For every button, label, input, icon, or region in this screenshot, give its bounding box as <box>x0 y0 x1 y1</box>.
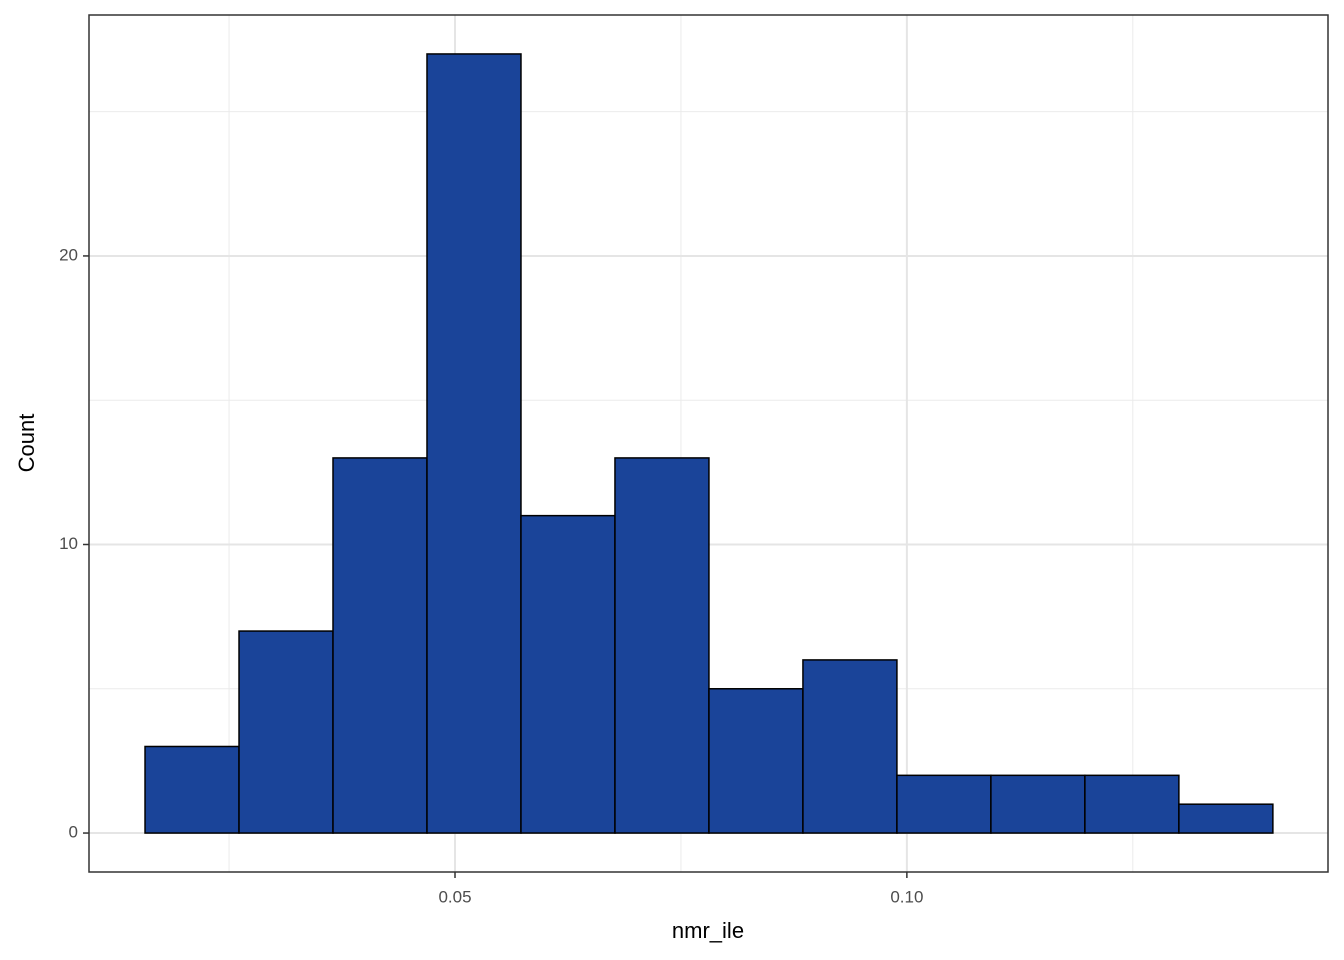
bar <box>520 514 616 834</box>
y-tick-label: 20 <box>59 245 78 264</box>
bar <box>896 774 992 834</box>
x-tick-label: 0.10 <box>890 887 923 906</box>
bar <box>1084 774 1180 834</box>
bar <box>426 53 522 834</box>
panel-border <box>88 14 1329 873</box>
y-axis-title: Count <box>14 414 39 473</box>
bar <box>990 774 1086 834</box>
x-axis-title: nmr_ile <box>672 918 744 943</box>
y-tick-label: 10 <box>59 534 78 553</box>
y-tick-label: 0 <box>69 823 78 842</box>
x-tick-label: 0.05 <box>438 887 471 906</box>
bar <box>238 630 334 834</box>
bar <box>614 457 710 834</box>
bar <box>708 688 804 834</box>
bar <box>1178 803 1274 834</box>
bar <box>332 457 428 834</box>
bar <box>144 745 240 834</box>
bar <box>802 659 898 834</box>
